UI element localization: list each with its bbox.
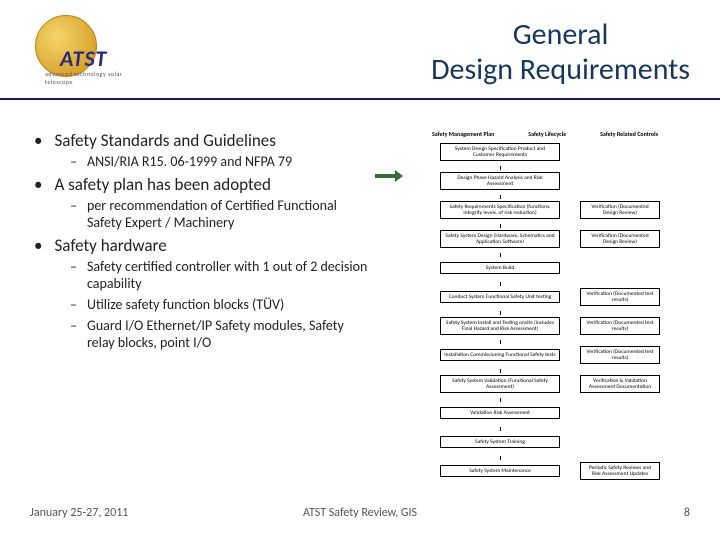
diagram-row: System Design Specification Product and … bbox=[415, 141, 675, 163]
diagram-header-row: Safety Management Plan Safety Lifecycle … bbox=[415, 130, 675, 141]
diagram-side-box: Verification (Documented Design Review) bbox=[580, 201, 660, 220]
diagram-header: Safety Lifecycle bbox=[528, 130, 566, 138]
bullet-level-2: Safety certified controller with 1 out o… bbox=[70, 258, 370, 292]
diagram-side-box: Verification (Documented test results) bbox=[580, 346, 660, 365]
bullet-level-2: per recommendation of Certified Function… bbox=[70, 197, 370, 231]
bullet-level-2: ANSI/RIA R15. 06-1999 and NFPA 79 bbox=[70, 153, 370, 170]
slide-footer: January 25-27, 2011 ATST Safety Review, … bbox=[0, 506, 720, 520]
diagram-row: System Build bbox=[415, 257, 675, 279]
diagram-body: System Design Specification Product and … bbox=[415, 141, 675, 482]
diagram-side-box: Verification (Documented test results) bbox=[580, 288, 660, 307]
diagram-main-box: Safety System Maintenance bbox=[440, 465, 560, 477]
slide-content: Safety Standards and Guidelines ANSI/RIA … bbox=[0, 100, 720, 355]
arrow-icon bbox=[375, 170, 405, 180]
diagram-row: Safety System Design (Hardware, Schemati… bbox=[415, 228, 675, 250]
diagram-main-box: Safety System Design (Hardware, Schemati… bbox=[440, 230, 560, 249]
bullet-level-1: Safety hardware bbox=[30, 235, 370, 256]
diagram-main-box: System Build bbox=[440, 262, 560, 274]
bullet-sublist: Safety certified controller with 1 out o… bbox=[70, 258, 370, 351]
diagram-row: Design Phase Hazard Analysis and Risk As… bbox=[415, 170, 675, 192]
bullet-sublist: per recommendation of Certified Function… bbox=[70, 197, 370, 231]
diagram-row: Safety System Install and Testing onsite… bbox=[415, 315, 675, 337]
title-line-1: General bbox=[513, 16, 609, 53]
diagram-main-box: Safety System Install and Testing onsite… bbox=[440, 317, 560, 336]
slide-header: ATST advanced technology solar telescope… bbox=[0, 0, 720, 100]
diagram-main-box: Installation Commissioning Functional Sa… bbox=[440, 349, 560, 361]
bullet-level-1: A safety plan has been adopted bbox=[30, 174, 370, 195]
diagram-row: Safety System Validation (Functional Saf… bbox=[415, 373, 675, 395]
bullet-column: Safety Standards and Guidelines ANSI/RIA … bbox=[30, 130, 370, 355]
slide-title: General Design Requirements bbox=[431, 18, 690, 87]
footer-date: January 25-27, 2011 bbox=[30, 506, 128, 520]
diagram-side-box: Verification (Documented Design Review) bbox=[580, 230, 660, 249]
diagram-main-box: Safety System Training bbox=[440, 436, 560, 448]
bullet-sublist: ANSI/RIA R15. 06-1999 and NFPA 79 bbox=[70, 153, 370, 170]
diagram-side-box: Verification (Documented test results) bbox=[580, 317, 660, 336]
bullet-level-2: Guard I/O Ethernet/IP Safety modules, Sa… bbox=[70, 317, 370, 351]
diagram-row: Conduct System Functional Safety Unit te… bbox=[415, 286, 675, 308]
diagram-main-box: Safety Requirements Specification (funct… bbox=[440, 201, 560, 220]
safety-lifecycle-diagram: Safety Management Plan Safety Lifecycle … bbox=[415, 130, 675, 485]
diagram-header: Safety Related Controls bbox=[600, 130, 658, 138]
diagram-main-box: System Design Specification Product and … bbox=[440, 143, 560, 162]
atst-logo: ATST advanced technology solar telescope bbox=[25, 15, 145, 85]
diagram-main-box: Conduct System Functional Safety Unit te… bbox=[440, 291, 560, 303]
diagram-main-box: Safety System Validation (Functional Saf… bbox=[440, 375, 560, 394]
logo-subtitle: advanced technology solar telescope bbox=[45, 70, 145, 86]
diagram-row: Validation Risk Assessment bbox=[415, 402, 675, 424]
diagram-column: Safety Management Plan Safety Lifecycle … bbox=[370, 130, 700, 355]
diagram-row: Safety Requirements Specification (funct… bbox=[415, 199, 675, 221]
footer-page-number: 8 bbox=[684, 506, 690, 520]
bullet-level-2: Utilize safety function blocks (TÜV) bbox=[70, 296, 370, 313]
diagram-main-box: Validation Risk Assessment bbox=[440, 407, 560, 419]
diagram-header: Safety Management Plan bbox=[432, 130, 494, 138]
title-line-2: Design Requirements bbox=[431, 51, 690, 88]
logo-acronym: ATST bbox=[60, 45, 107, 72]
bullet-list: Safety Standards and Guidelines ANSI/RIA … bbox=[30, 130, 370, 351]
diagram-side-box: Periodic Safety Reviews and Risk Assessm… bbox=[580, 462, 660, 481]
diagram-row: Installation Commissioning Functional Sa… bbox=[415, 344, 675, 366]
diagram-row: Safety System Maintenance Periodic Safety… bbox=[415, 460, 675, 482]
diagram-row: Safety System Training bbox=[415, 431, 675, 453]
footer-title: ATST Safety Review, GIS bbox=[303, 506, 417, 520]
diagram-side-box: Verification & Validation Assessment Doc… bbox=[580, 375, 660, 394]
bullet-level-1: Safety Standards and Guidelines bbox=[30, 130, 370, 151]
diagram-main-box: Design Phase Hazard Analysis and Risk As… bbox=[440, 172, 560, 191]
